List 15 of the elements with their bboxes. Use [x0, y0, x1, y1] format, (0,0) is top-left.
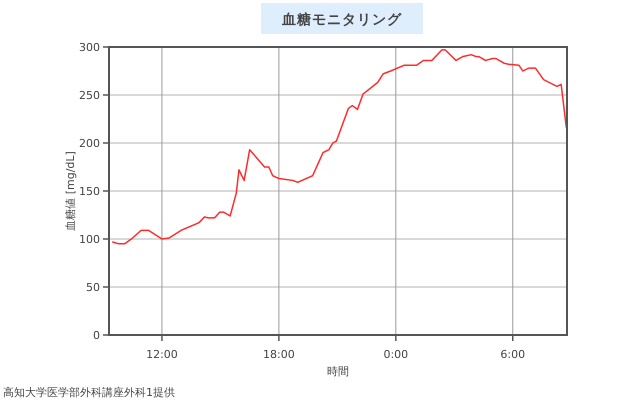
y-tick-label: 300 — [79, 41, 100, 54]
y-tick-label: 250 — [79, 89, 100, 102]
x-tick-label: 12:00 — [146, 348, 178, 361]
x-tick-label: 6:00 — [500, 348, 526, 361]
y-tick-label: 100 — [79, 233, 100, 246]
text: 高知大学医学部外科講座外科1提供 — [3, 386, 175, 399]
y-tick-label: 200 — [79, 137, 100, 150]
x-axis-title: 時間 — [327, 365, 349, 378]
x-tick-label: 0:00 — [383, 348, 408, 361]
y-tick-label: 150 — [79, 185, 100, 198]
y-tick-label: 0 — [93, 329, 100, 342]
chart-title: 血糖モニタリング — [281, 11, 402, 28]
y-axis-title: 血糖値 [mg/dL] — [64, 151, 77, 231]
y-tick-label: 50 — [86, 281, 100, 294]
x-tick-label: 18:00 — [263, 348, 295, 361]
